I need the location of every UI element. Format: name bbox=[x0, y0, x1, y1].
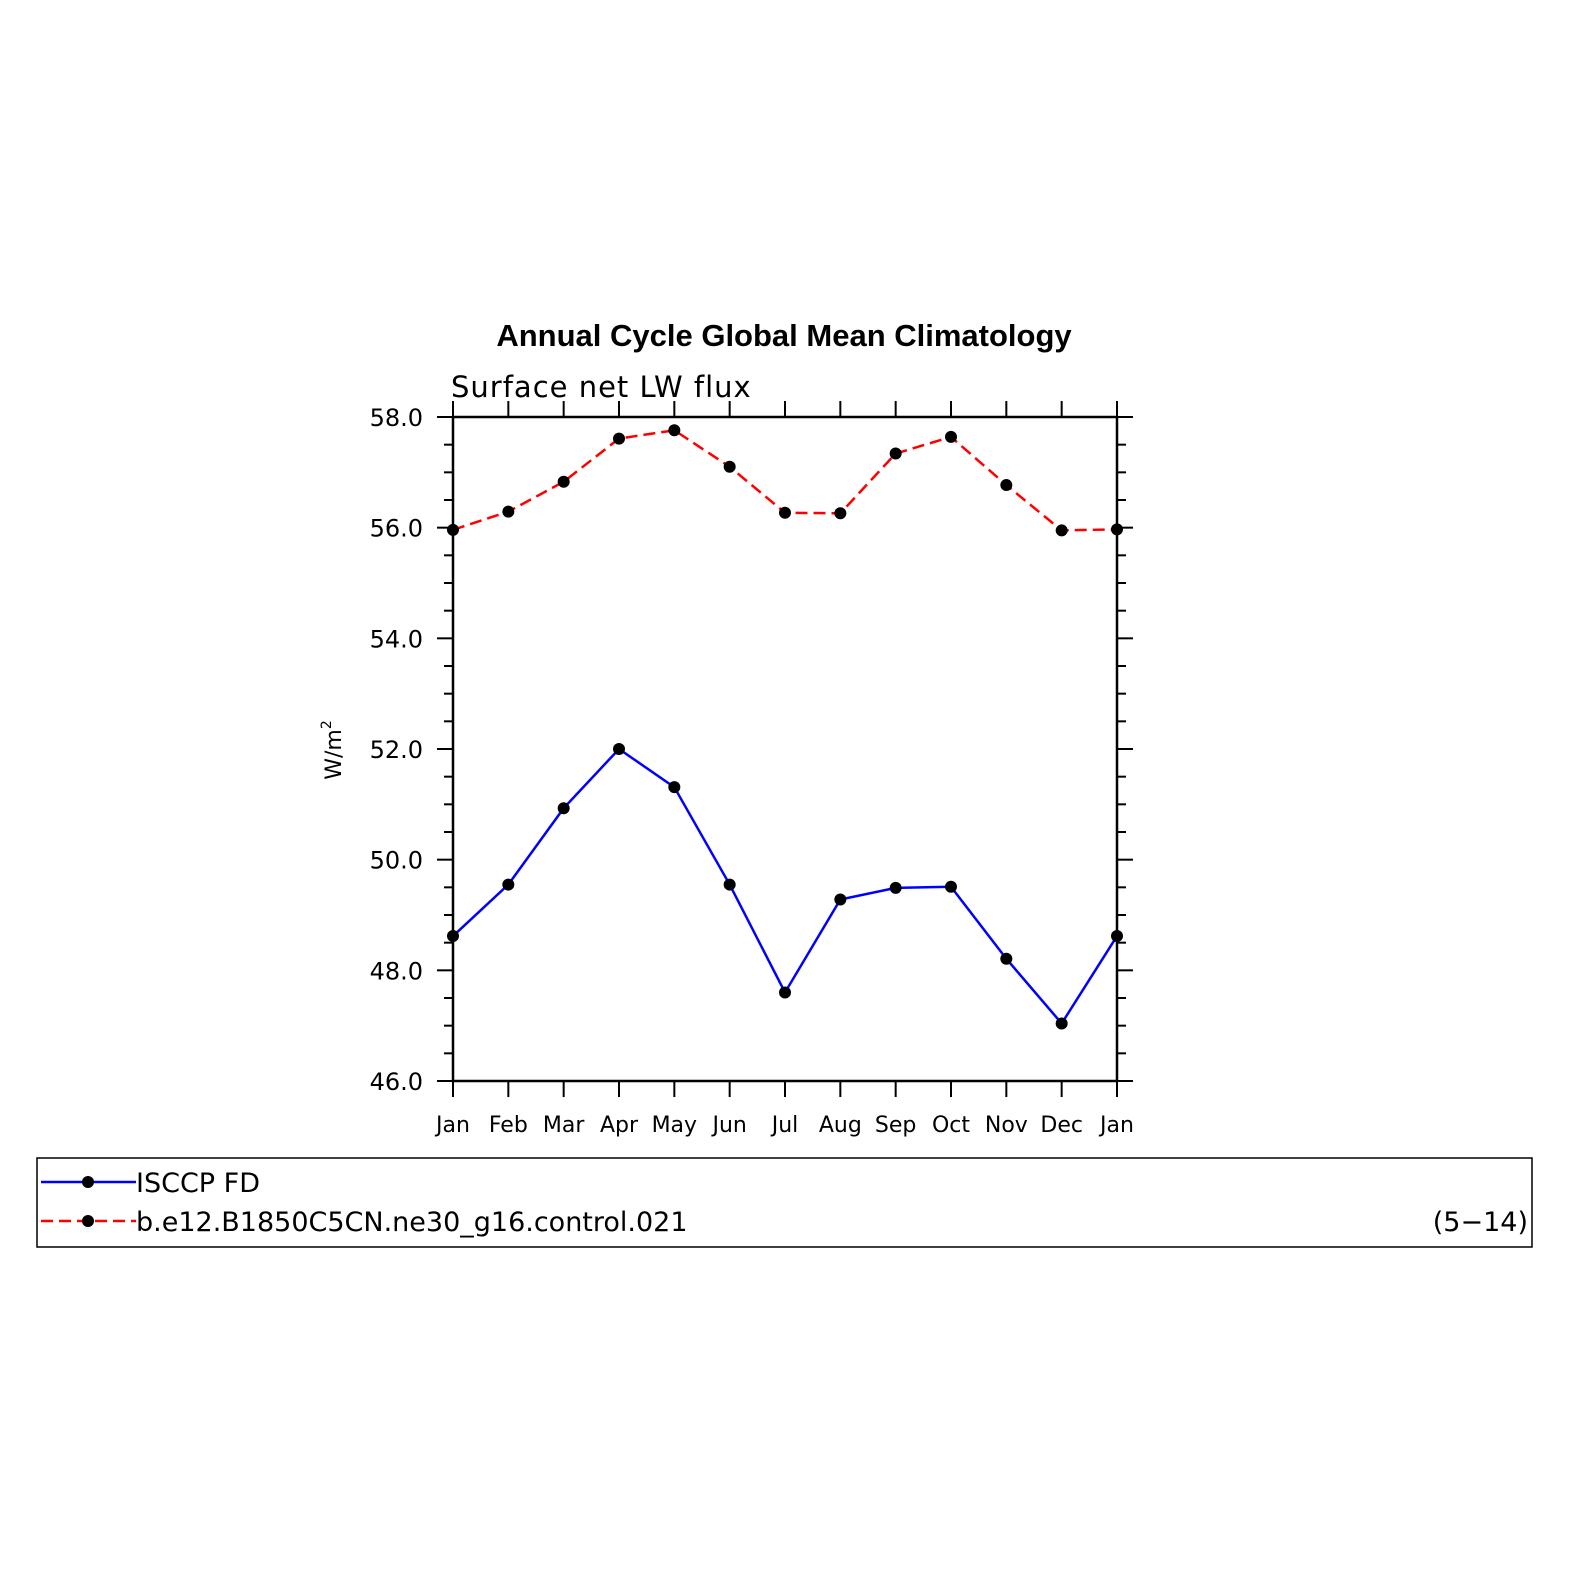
legend-items: ISCCP FD b.e12.B1850C5CN.ne30_g16.control… bbox=[41, 1168, 688, 1238]
y-axis-label-superscript: 2 bbox=[319, 720, 335, 729]
series-point bbox=[723, 878, 736, 891]
series-point bbox=[502, 505, 515, 518]
series-point bbox=[1055, 524, 1068, 537]
svg-text:W/m2: W/m2 bbox=[319, 720, 347, 780]
legend-box bbox=[36, 1157, 1533, 1248]
legend-label: b.e12.B1850C5CN.ne30_g16.control.021 bbox=[136, 1207, 688, 1238]
series-point bbox=[1000, 479, 1013, 492]
x-tick-label: Feb bbox=[489, 1113, 528, 1138]
series-layer bbox=[447, 424, 1123, 1030]
series-point bbox=[447, 930, 459, 943]
series-point bbox=[1000, 952, 1013, 965]
x-tick-label: Jun bbox=[710, 1113, 746, 1138]
legend-note: (5−14) bbox=[1433, 1207, 1528, 1238]
legend-marker bbox=[82, 1215, 94, 1227]
legend-label: ISCCP FD bbox=[136, 1168, 260, 1199]
series-point bbox=[834, 893, 847, 906]
y-ticks: 46.0 48.0 50.0 52.0 54.0 56.0 58.0 bbox=[370, 404, 1133, 1096]
x-tick-label: Aug bbox=[819, 1113, 862, 1138]
chart-subtitle: Surface net LW flux bbox=[451, 370, 752, 404]
y-tick-label: 56.0 bbox=[370, 515, 423, 543]
legend-marker bbox=[82, 1176, 94, 1188]
series-point bbox=[1111, 930, 1123, 943]
series-point bbox=[945, 430, 957, 443]
y-tick-label: 50.0 bbox=[370, 847, 423, 875]
y-axis-label: W/m2 bbox=[319, 720, 347, 780]
x-tick-label: Dec bbox=[1040, 1113, 1083, 1138]
series-point bbox=[723, 460, 736, 473]
y-axis-label-text: W/m bbox=[322, 729, 347, 780]
x-tick-label: Jan bbox=[1098, 1113, 1134, 1138]
y-tick-label: 52.0 bbox=[370, 736, 423, 764]
series-point bbox=[1111, 523, 1123, 536]
series-point bbox=[668, 424, 681, 437]
series-point bbox=[779, 506, 791, 519]
series-point bbox=[557, 475, 570, 488]
x-tick-label: Nov bbox=[985, 1113, 1028, 1138]
series-point bbox=[1055, 1017, 1068, 1030]
x-tick-label: Sep bbox=[875, 1113, 916, 1138]
series-point bbox=[447, 523, 459, 536]
y-tick-label: 48.0 bbox=[370, 957, 423, 985]
series-point bbox=[779, 986, 791, 999]
x-tick-label: May bbox=[652, 1113, 697, 1138]
x-ticks: Jan Feb Mar Apr May Jun Jul Aug Sep Oct Nov Dec Jan bbox=[434, 401, 1134, 1138]
series-point bbox=[945, 880, 957, 893]
x-tick-label: Apr bbox=[600, 1113, 639, 1138]
series-point bbox=[889, 447, 902, 460]
series-point bbox=[613, 432, 625, 445]
series-point bbox=[668, 781, 681, 794]
y-tick-label: 46.0 bbox=[370, 1068, 423, 1096]
series-point bbox=[502, 878, 515, 891]
x-tick-label: Oct bbox=[932, 1113, 970, 1138]
x-tick-label: Jul bbox=[770, 1113, 799, 1138]
series-line bbox=[452, 747, 1119, 1026]
y-tick-label: 54.0 bbox=[370, 625, 423, 653]
x-tick-label: Jan bbox=[434, 1113, 470, 1138]
series-point bbox=[834, 507, 847, 520]
y-tick-label: 58.0 bbox=[370, 404, 423, 432]
series-point bbox=[557, 802, 570, 815]
x-tick-label: Mar bbox=[543, 1113, 585, 1138]
series-point bbox=[889, 881, 902, 894]
series-point bbox=[613, 743, 625, 755]
chart-title: Annual Cycle Global Mean Climatology bbox=[496, 318, 1072, 353]
